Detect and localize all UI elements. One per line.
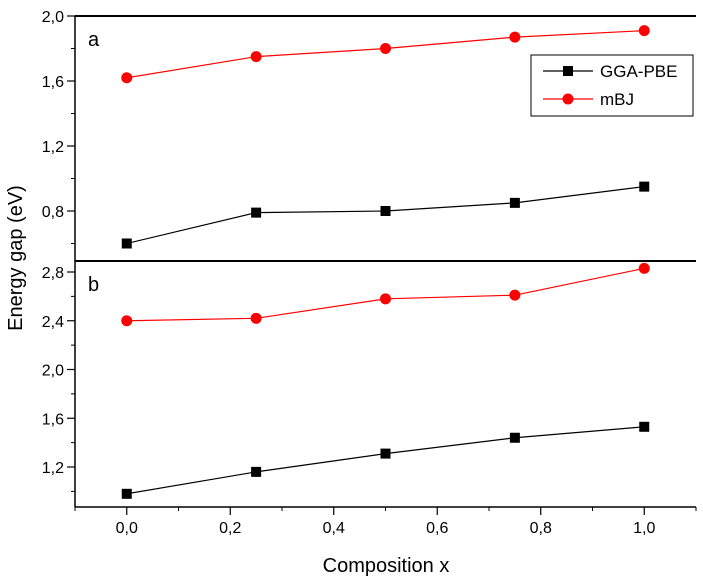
panel-b-data-point-gga-pbe [251,466,262,477]
panel-a-y-tick-label: 2,0 [42,9,64,26]
y-axis-title: Energy gap (eV) [5,185,27,331]
x-tick-label: 0,4 [323,520,345,537]
panel-a-data-point-mbj [509,31,521,43]
panel-a-y-tick-label: 1,6 [42,74,64,91]
x-tick-label: 0,8 [530,520,552,537]
panel-b-y-tick-label: 1,6 [42,411,64,428]
x-tick-label: 0,2 [219,520,241,537]
panel-b-y-tick-label: 2,4 [42,314,64,331]
panel-a-data-point-mbj [380,43,391,54]
panel-b-y-tick-label: 1,2 [42,460,64,477]
panel-a-y-tick-label: 0,8 [42,204,64,221]
panel-a-data-point-gga-pbe [121,238,132,249]
legend-label-gga-pbe: GGA-PBE [600,62,677,81]
x-axis-title: Composition x [323,555,450,577]
panel-b-label: b [88,274,99,296]
panel-b-data-point-gga-pbe [639,421,650,432]
panel-a-y-tick-label: 1,2 [42,139,64,156]
panel-a-label: a [88,29,100,51]
panel-b-data-point-mbj [380,293,391,305]
panel-a-data-point-mbj [638,25,650,37]
panel-a-data-point-gga-pbe [251,207,262,218]
panel-b-y-tick-label: 2,8 [42,265,64,282]
panel-a-data-point-mbj [250,51,262,63]
x-tick-label: 1,0 [633,520,655,537]
panel-b-data-point-gga-pbe [380,448,391,459]
legend-marker-mbj [562,93,574,105]
x-tick-label: 0,0 [116,520,138,537]
panel-a-data-point-gga-pbe [639,181,650,192]
legend-marker-gga-pbe [563,66,573,76]
panel-b-data-point-gga-pbe [121,488,132,499]
panel-b-series-line-gga-pbe [126,426,645,495]
panel-a-data-point-gga-pbe [380,206,391,216]
panel-b-y-tick-label: 2,0 [42,363,64,380]
panel-b-data-point-mbj [250,312,262,324]
panel-a-data-point-gga-pbe [509,197,520,208]
panel-b-data-point-mbj [121,315,133,327]
panel-b-data-point-mbj [638,262,650,274]
panel-b-data-point-gga-pbe [509,432,520,443]
legend-box [530,54,694,117]
x-tick-label: 0,6 [426,520,448,537]
panel-a-data-point-mbj [121,72,133,84]
legend-label-mbj: mBJ [600,90,634,109]
panel-b-data-point-mbj [509,289,521,301]
